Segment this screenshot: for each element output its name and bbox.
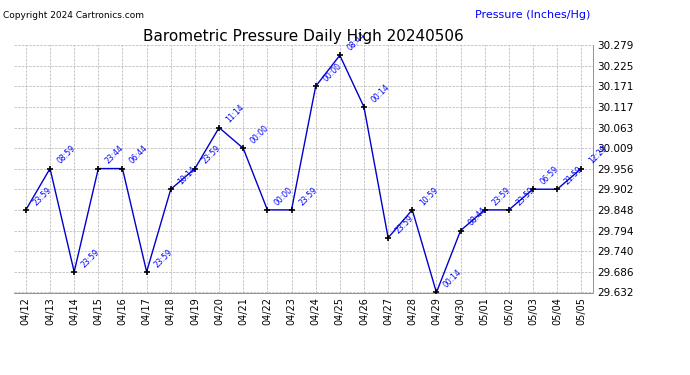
Text: 21:59: 21:59 [563,165,584,186]
Text: 08:59: 08:59 [56,144,77,166]
Text: 23:44: 23:44 [104,144,126,166]
Text: 12:29: 12:29 [587,144,609,166]
Text: 23:59: 23:59 [32,185,53,207]
Title: Barometric Pressure Daily High 20240506: Barometric Pressure Daily High 20240506 [144,29,464,44]
Text: 00:14: 00:14 [442,268,464,290]
Text: 23:59: 23:59 [297,185,319,207]
Text: 23:59: 23:59 [491,185,512,207]
Text: 11:14: 11:14 [225,103,246,125]
Text: 23:59: 23:59 [152,247,174,269]
Text: 08:44: 08:44 [466,206,488,228]
Text: 00:14: 00:14 [370,82,391,104]
Text: 00:00: 00:00 [322,62,343,84]
Text: 06:59: 06:59 [539,165,560,186]
Text: Copyright 2024 Cartronics.com: Copyright 2024 Cartronics.com [3,11,144,20]
Text: 23:59: 23:59 [80,247,101,269]
Text: 00:00: 00:00 [273,185,295,207]
Text: 10:59: 10:59 [418,185,440,207]
Text: 08:44: 08:44 [346,31,367,52]
Text: 00:00: 00:00 [249,124,270,146]
Text: 23:59: 23:59 [201,144,222,166]
Text: 06:44: 06:44 [128,144,150,166]
Text: 10:14: 10:14 [177,165,198,186]
Text: Pressure (Inches/Hg): Pressure (Inches/Hg) [475,10,591,20]
Text: 23:59: 23:59 [515,185,536,207]
Text: 23:59: 23:59 [394,213,415,235]
